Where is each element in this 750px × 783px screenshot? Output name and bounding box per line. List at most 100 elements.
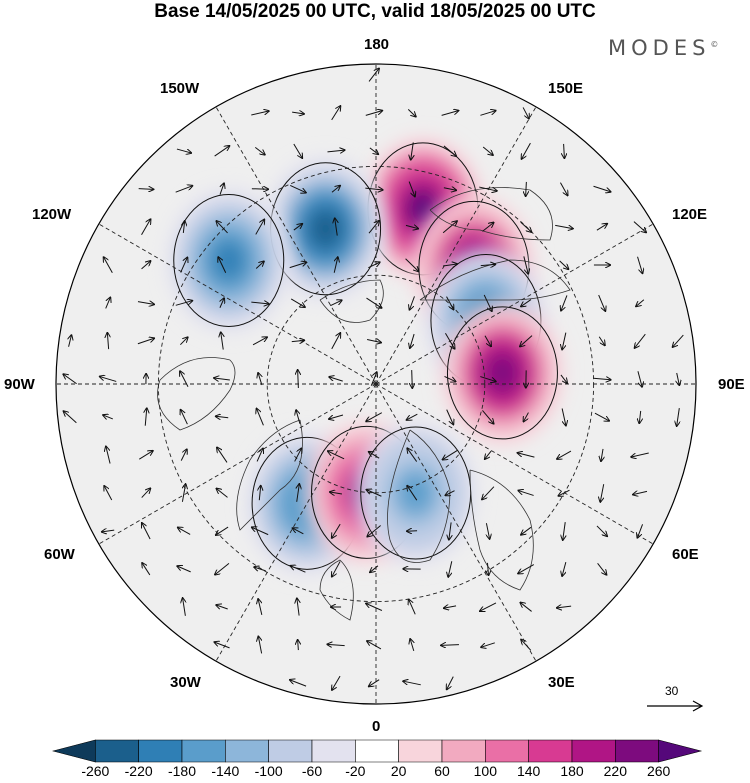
- colorbar-tick-label: 100: [473, 763, 498, 779]
- coastline-4: [469, 469, 534, 591]
- wind-vector-73: [483, 294, 492, 311]
- wind-vector-141: [557, 450, 572, 459]
- meridian-30: [375, 383, 540, 667]
- wind-vector-188: [216, 605, 228, 609]
- wind-vector-34: [141, 219, 151, 235]
- wind-vector-157: [600, 484, 603, 502]
- wind-vector-82: [221, 332, 223, 350]
- wind-vector-142: [601, 448, 603, 461]
- colorbar-segment-4: [181, 739, 226, 763]
- wind-vector-163: [252, 527, 269, 536]
- wind-vector-174: [142, 563, 151, 576]
- wind-vector-110: [637, 371, 642, 386]
- wind-vector-13: [293, 143, 302, 158]
- wind-vector-177: [254, 567, 266, 571]
- wind-vector-108: [560, 374, 567, 383]
- wind-vector-90: [520, 335, 533, 347]
- wind-vector-81: [180, 337, 187, 346]
- wind-vector-14: [327, 150, 344, 152]
- meridian-300: [93, 383, 377, 548]
- wind-vector-48: [104, 257, 113, 274]
- wind-vector-45: [555, 225, 573, 228]
- wind-vector-175: [177, 566, 191, 573]
- wind-vector-209: [369, 679, 380, 687]
- wind-vector-1: [368, 69, 379, 82]
- colorbar-tick-label: -180: [167, 763, 197, 779]
- wind-vector-190: [297, 598, 299, 616]
- wind-vector-176: [215, 563, 230, 574]
- colorbar-tick-label: -60: [301, 763, 323, 779]
- wind-vector-96: [100, 377, 117, 382]
- lon-label-90e: 90E: [718, 376, 745, 393]
- wind-vector-86: [366, 339, 381, 342]
- colorbar-segment-10: [441, 739, 486, 763]
- wind-vector-67: [251, 302, 268, 304]
- wind-vector-182: [448, 561, 453, 577]
- wind-vector-166: [367, 525, 381, 537]
- wind-vector-123: [482, 410, 493, 423]
- anomaly-center-6: [441, 300, 564, 445]
- wind-vector-158: [633, 491, 648, 494]
- colorbar-segment-15: [658, 739, 703, 763]
- wind-vector-17: [443, 145, 456, 156]
- wind-vector-129: [106, 447, 111, 464]
- wind-vector-195: [480, 602, 497, 611]
- lon-label-180: 180: [364, 36, 390, 53]
- wind-vector-197: [557, 606, 572, 608]
- wind-vector-203: [410, 639, 414, 652]
- coastline-2: [157, 357, 236, 431]
- wind-vector-55: [368, 262, 379, 269]
- colorbar-segment-6: [268, 739, 313, 763]
- coastline-5: [419, 259, 571, 301]
- wind-vector-59: [523, 256, 528, 273]
- wind-vector-200: [298, 640, 299, 651]
- wind-vector-194: [444, 606, 457, 608]
- wind-vector-40: [368, 221, 379, 234]
- wind-vector-85: [331, 333, 340, 350]
- map-boundary: [55, 63, 697, 705]
- anomaly-center-9: [354, 421, 477, 566]
- lon-label-60w: 60W: [44, 546, 75, 563]
- wind-vector-100: [258, 373, 262, 386]
- colorbar-tick-label: -20: [345, 763, 366, 779]
- wind-vector-101: [298, 370, 299, 388]
- wind-vector-178: [291, 566, 306, 573]
- wind-vector-109: [593, 378, 610, 380]
- wind-vectors: [63, 69, 684, 690]
- wind-vector-122: [446, 409, 454, 425]
- wind-vector-145: [141, 488, 151, 498]
- wind-vector-52: [255, 261, 264, 269]
- wind-vector-112: [64, 411, 77, 424]
- wind-vector-179: [332, 561, 341, 576]
- wind-vector-70: [366, 297, 381, 308]
- wind-vector-10: [176, 148, 191, 153]
- vector-scale-arrow: [647, 700, 704, 712]
- wind-vector-140: [518, 453, 535, 458]
- wind-vector-38: [293, 224, 302, 231]
- meridian-240: [93, 220, 377, 385]
- wind-vector-29: [443, 188, 456, 191]
- chart-title: Base 14/05/2025 00 UTC, valid 18/05/2025…: [154, 1, 596, 22]
- colorbar-segment-8: [355, 739, 399, 763]
- colorbar-segment-14: [615, 739, 659, 763]
- wind-vector-37: [255, 220, 264, 235]
- wind-vector-30: [479, 186, 497, 191]
- wind-vector-11: [214, 146, 230, 157]
- wind-vector-199: [258, 637, 261, 654]
- meridian-60: [375, 383, 659, 548]
- wind-vector-78: [69, 335, 72, 347]
- wind-vector-58: [480, 264, 495, 265]
- wind-vector-134: [294, 449, 302, 462]
- wind-vector-127: [639, 410, 640, 423]
- wind-vector-156: [559, 489, 570, 496]
- wind-vector-204: [441, 645, 459, 646]
- wind-vector-136: [369, 452, 380, 459]
- wind-vector-160: [142, 523, 151, 540]
- wind-vector-18: [482, 146, 493, 155]
- wind-vector-28: [408, 181, 415, 197]
- colorbar-tick-label: 180: [560, 763, 584, 779]
- lon-label-30e: 30E: [548, 674, 575, 691]
- wind-vector-192: [366, 603, 383, 611]
- lon-label-150e: 150E: [548, 80, 584, 97]
- wind-vector-121: [407, 413, 418, 420]
